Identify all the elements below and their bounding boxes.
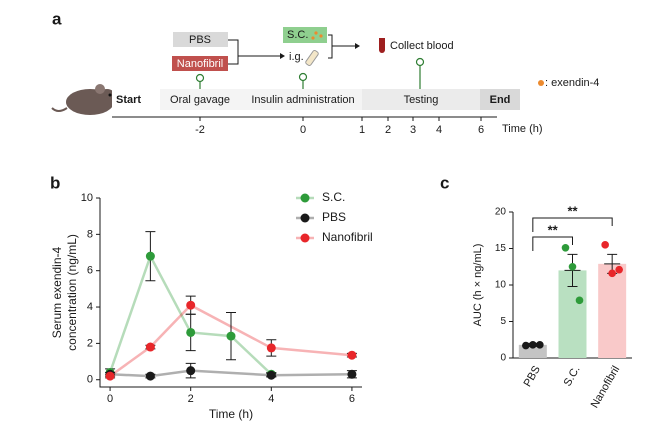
phase-label: Insulin administration <box>251 94 354 106</box>
data-point <box>105 371 115 381</box>
y-axis-label: AUC (h × ng/mL) <box>472 244 484 327</box>
pins <box>195 57 425 89</box>
axis-label: Time (h) <box>502 123 543 135</box>
route-label: i.g. <box>289 51 304 63</box>
y-axis-label: concentration (ng/mL) <box>65 234 79 351</box>
bar <box>598 263 627 358</box>
data-point <box>615 265 623 274</box>
significance-label: ** <box>567 203 578 218</box>
y-axis-label: Serum exendin-4 <box>50 246 64 338</box>
y-tick-label: 4 <box>87 301 93 313</box>
legend-label: PBS <box>322 210 346 224</box>
arrow-head <box>355 43 360 49</box>
group-box <box>173 32 228 47</box>
data-point <box>145 371 155 381</box>
significance-bracket <box>532 217 613 232</box>
phase-band <box>112 89 160 110</box>
x-tick-label: 4 <box>268 393 274 405</box>
panel-label: c <box>440 173 449 192</box>
panel-label: b <box>50 173 60 192</box>
y-tick-label: 6 <box>87 265 93 277</box>
bar-chart: 0 5 10 15 20 AUC (h × ng/mL) PBS S.C. Nanofibril… <box>472 203 632 410</box>
group-label: PBS <box>189 34 211 46</box>
legend-label: Nanofibril <box>322 230 373 244</box>
y-tick-label: 2 <box>87 337 93 349</box>
tick-label: 1 <box>359 124 365 136</box>
legend-label: : exendin-4 <box>545 77 599 89</box>
phase-band <box>362 89 480 110</box>
y-tick-label: 10 <box>495 280 507 291</box>
line-chart: 0 2 4 6 8 10 0 2 4 6 Time (h) Serum exendin-4 concen… <box>50 190 373 421</box>
x-axis-label: Time (h) <box>209 407 253 421</box>
y-tick-label: 20 <box>495 207 507 218</box>
data-point <box>568 262 577 271</box>
tick-label: 4 <box>436 124 442 136</box>
data-point <box>347 369 357 379</box>
tube-icon <box>379 38 385 53</box>
data-point <box>522 341 530 350</box>
data-point <box>601 241 609 249</box>
data-point <box>145 342 155 352</box>
panel-label: a <box>52 9 62 28</box>
tick-label: 2 <box>385 124 391 136</box>
data-point <box>145 251 155 261</box>
y-tick-label: 15 <box>495 243 507 254</box>
data-point <box>575 296 584 305</box>
data-point <box>186 300 196 310</box>
y-tick-label: 0 <box>87 374 93 386</box>
legend-label: S.C. <box>322 190 345 204</box>
data-point <box>186 327 196 337</box>
tick-group: -2 0 1 2 3 4 6 <box>195 117 484 136</box>
arrow-head <box>280 53 285 59</box>
group-box <box>172 56 228 71</box>
data-point <box>536 341 544 349</box>
phase-band <box>480 89 520 110</box>
y-tick-label: 0 <box>500 353 506 364</box>
group-label: Nanofibril <box>177 58 223 70</box>
data-point <box>226 331 236 341</box>
tick-label: 0 <box>300 124 306 136</box>
tick-label: 6 <box>478 124 484 136</box>
data-point <box>266 370 276 380</box>
step-label: Collect blood <box>390 40 454 52</box>
mouse-icon <box>51 84 116 115</box>
x-tick-label: PBS <box>522 364 543 389</box>
phase-label: End <box>490 94 511 106</box>
data-point <box>266 343 276 353</box>
tick-label: -2 <box>195 124 205 136</box>
legend-marker <box>538 80 544 86</box>
data-point <box>561 243 570 252</box>
x-tick-label: 2 <box>188 393 194 405</box>
route-label: S.C. <box>287 29 308 41</box>
significance-bracket <box>532 236 573 251</box>
phase-label: Testing <box>404 94 439 106</box>
y-tick-label: 5 <box>500 316 506 327</box>
route-box <box>283 27 327 43</box>
phase-band <box>112 89 362 110</box>
connector <box>228 39 280 65</box>
y-tick-label: 10 <box>81 192 93 204</box>
connector <box>328 34 355 59</box>
legend-marker <box>300 233 310 243</box>
x-tick-label: Nanofibril <box>589 364 623 410</box>
axis <box>99 198 362 388</box>
data-point <box>608 269 616 278</box>
legend-marker <box>300 193 310 203</box>
data-point <box>347 350 357 360</box>
phase-label: Oral gavage <box>170 94 230 106</box>
x-tick-label: S.C. <box>562 364 583 389</box>
phase-label: Start <box>116 94 141 106</box>
y-tick-label: 8 <box>87 228 93 240</box>
significance-label: ** <box>548 222 559 237</box>
tick-label: 3 <box>410 124 416 136</box>
x-tick-label: 0 <box>107 393 113 405</box>
data-point <box>186 366 196 376</box>
data-point <box>529 341 537 349</box>
legend-marker <box>300 213 310 223</box>
x-tick-label: 6 <box>349 393 355 405</box>
